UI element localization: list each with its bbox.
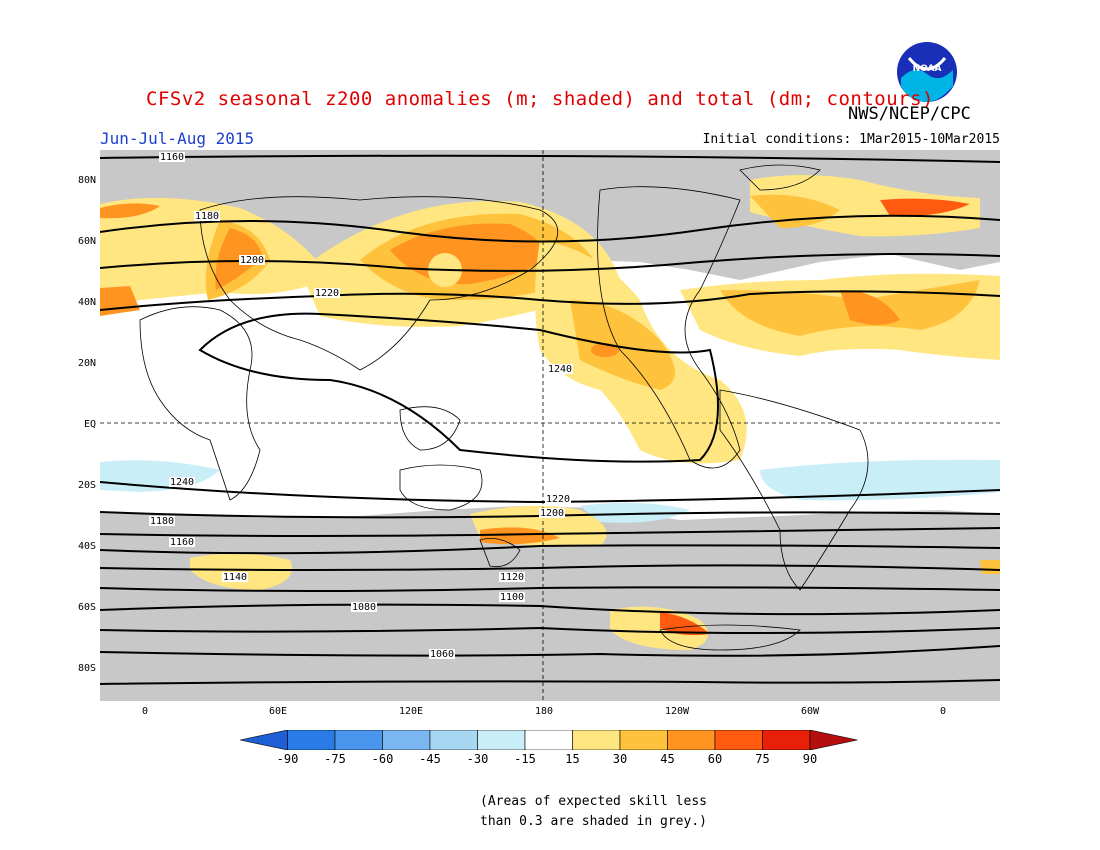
colorbar-tick-label: 30 xyxy=(612,752,628,766)
lat-label: 40S xyxy=(77,541,96,552)
colorbar xyxy=(240,730,858,750)
colorbar-tick-label: 15 xyxy=(565,752,580,766)
lat-label: 80S xyxy=(77,663,96,674)
lon-label: 180 xyxy=(534,706,554,717)
lon-label: 60E xyxy=(268,706,288,717)
colorbar-swatch xyxy=(714,730,763,750)
colorbar-tick-label: 75 xyxy=(755,752,770,766)
colorbar-swatch xyxy=(240,730,288,750)
colorbar-swatch xyxy=(524,730,573,750)
contour-label-bg xyxy=(159,152,185,162)
colorbar-tick-label: 45 xyxy=(660,752,675,766)
coastlines xyxy=(139,164,869,651)
contour-label-bg xyxy=(429,649,455,659)
colorbar-swatch xyxy=(762,730,811,750)
contour-label-bg xyxy=(499,592,525,602)
colorbar-swatch xyxy=(429,730,478,750)
lat-label: EQ xyxy=(83,419,96,430)
negative-anomaly-regions xyxy=(100,459,1000,523)
colorbar-swatch xyxy=(572,730,621,750)
contour-label-bg xyxy=(222,572,248,582)
colorbar-tick-label: 90 xyxy=(802,752,818,766)
skill-note-line: (Areas of expected skill less xyxy=(480,794,707,809)
contour-label-bg xyxy=(351,602,377,612)
colorbar-swatch xyxy=(382,730,431,750)
contour-label: 1200 xyxy=(240,255,264,266)
contour-label: 1100 xyxy=(500,592,524,603)
colorbar-swatch xyxy=(477,730,526,750)
lon-label: 120E xyxy=(398,706,424,717)
anomaly-map: 1160 1180 1200 1220 1240 1240 1220 1200 1180 1160… xyxy=(100,150,1000,701)
colorbar-tick-label: -75 xyxy=(324,752,346,766)
contour-label-bg xyxy=(314,288,340,298)
colorbar-swatch xyxy=(334,730,383,750)
contour-label: 1060 xyxy=(430,649,454,660)
contour-label-bg xyxy=(169,537,195,547)
lon-label: 0 xyxy=(939,706,947,717)
contour-labels: 1160 1180 1200 1220 1240 1240 1220 1200 1180 1160… xyxy=(149,152,573,660)
height-contours xyxy=(100,154,1000,685)
contour-label-bg xyxy=(545,494,571,504)
noaa-logo: NOAA xyxy=(895,40,959,108)
noaa-logo-text: NOAA xyxy=(912,64,942,74)
colorbar-tick-label: -45 xyxy=(419,752,441,766)
chart-title: CFSv2 seasonal z200 anomalies (m; shaded… xyxy=(146,88,934,110)
contour-label: 1160 xyxy=(160,152,184,163)
contour-label-bg xyxy=(547,364,573,374)
lon-label: 0 xyxy=(141,706,149,717)
contour-label: 1200 xyxy=(540,508,564,519)
contour-label: 1180 xyxy=(150,516,174,527)
skill-note-line: than 0.3 are shaded in grey.) xyxy=(480,814,707,829)
colorbar-swatch xyxy=(619,730,668,750)
colorbar-tick-label: 60 xyxy=(707,752,723,766)
contour-label: 1220 xyxy=(546,494,570,505)
contour-label: 1140 xyxy=(223,572,247,583)
organization-label: NWS/NCEP/CPC xyxy=(848,104,971,124)
contour-label: 1120 xyxy=(500,572,524,583)
initial-conditions-label: Initial conditions: 1Mar2015-10Mar2015 xyxy=(702,132,1000,147)
contour-label: 1160 xyxy=(170,537,194,548)
contour-label-bg xyxy=(194,211,220,221)
lat-label: 40N xyxy=(77,297,96,308)
colorbar-tick-label: -60 xyxy=(371,752,394,766)
contour-label-bg xyxy=(169,477,195,487)
contour-label-bg xyxy=(539,508,565,518)
lat-label: 20S xyxy=(77,480,96,491)
contour-label-bg xyxy=(239,255,265,265)
colorbar-swatch xyxy=(809,730,858,750)
colorbar-tick-label: -90 xyxy=(276,752,299,766)
contour-label-bg xyxy=(499,572,525,582)
contour-label: 1240 xyxy=(170,477,194,488)
skill-note: (Areas of expected skill less than 0.3 a… xyxy=(480,792,707,832)
contour-label: 1080 xyxy=(352,602,376,613)
contour-label-bg xyxy=(149,516,175,526)
lat-label: 60S xyxy=(77,602,96,613)
lon-label: 60W xyxy=(800,706,820,717)
colorbar-swatch xyxy=(287,730,336,750)
colorbar-tick-label: -15 xyxy=(514,752,536,766)
lat-label: 60N xyxy=(77,236,96,247)
lon-label: 120W xyxy=(664,706,690,717)
contour-label: 1220 xyxy=(315,288,339,299)
colorbar-swatch xyxy=(667,730,716,750)
contour-label: 1240 xyxy=(548,364,572,375)
lat-label: 20N xyxy=(77,358,96,369)
season-label: Jun-Jul-Aug 2015 xyxy=(100,129,255,148)
colorbar-tick-label: -30 xyxy=(466,752,489,766)
contour-label: 1180 xyxy=(195,211,219,222)
lat-label: 80N xyxy=(77,175,96,186)
